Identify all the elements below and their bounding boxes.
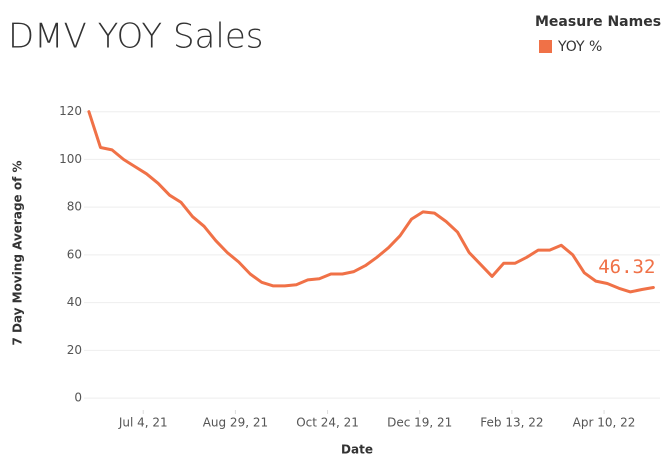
y-tick-label: 60: [67, 247, 82, 261]
line: [87, 110, 655, 294]
y-axis-label: 7 Day Moving Average of %: [11, 160, 25, 345]
y-tick-label: 40: [67, 295, 82, 309]
y-tick-label: 120: [59, 104, 82, 118]
y-tick-label: 80: [67, 200, 82, 214]
x-axis-label: Date: [341, 443, 373, 457]
x-tick-label: Aug 29, 21: [203, 416, 268, 430]
data-label: 46.32: [598, 256, 655, 278]
y-tick-label: 100: [59, 152, 82, 166]
x-tick-label: Apr 10, 22: [573, 416, 636, 430]
x-tick-label: Jul 4, 21: [118, 416, 168, 430]
x-tick-label: Dec 19, 21: [387, 416, 452, 430]
chart-title: DMV YOY Sales: [8, 17, 263, 57]
legend-title: Measure Names: [535, 14, 661, 30]
y-tick-label: 0: [74, 391, 82, 405]
legend-swatch: [539, 40, 552, 53]
y-tick-label: 20: [67, 343, 82, 357]
x-tick-label: Feb 13, 22: [480, 416, 543, 430]
legend-label: YOY %: [557, 39, 602, 55]
x-tick-label: Oct 24, 21: [296, 416, 359, 430]
